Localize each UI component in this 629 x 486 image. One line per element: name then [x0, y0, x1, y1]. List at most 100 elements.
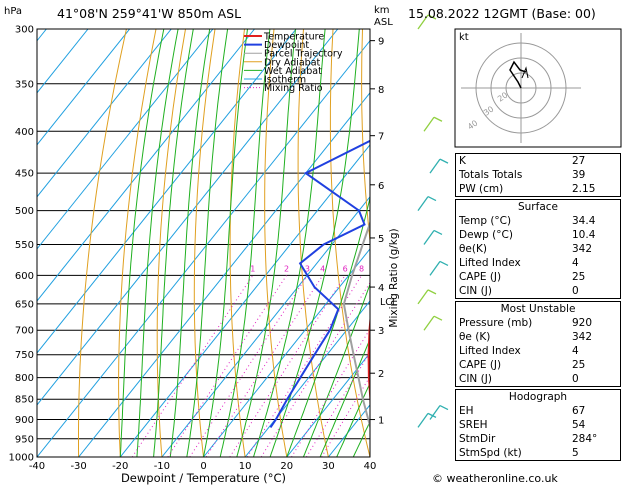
- wind-barb: [417, 289, 429, 305]
- legend-label: Dewpoint: [264, 40, 309, 51]
- wind-barb: [423, 315, 435, 331]
- wind-barb: [417, 14, 429, 30]
- km-tick-label: 4: [378, 283, 384, 294]
- wind-barb-flag: [439, 158, 449, 164]
- indices-table: K 27 Totals Totals 39 PW (cm) 2.15: [455, 153, 621, 197]
- wind-barb-flag: [427, 412, 437, 418]
- km-tick-label: 9: [378, 37, 384, 48]
- wet-adiabat-line: [186, 29, 229, 457]
- wind-barb: [423, 116, 435, 132]
- hodograph-title: Hodograph: [508, 391, 568, 403]
- wind-barb: [429, 261, 441, 276]
- temperature-tick-label: 40: [364, 461, 377, 472]
- mu-row: CAPE (J) 25: [459, 359, 586, 371]
- legend-label: Temperature: [263, 32, 324, 43]
- dry-adiabat-line: [193, 29, 216, 457]
- km-tick-label: 3: [378, 326, 384, 337]
- dry-adiabat-line: [392, 29, 453, 457]
- hodo-row: EH 67: [459, 405, 586, 417]
- pressure-tick-label: 300: [15, 25, 34, 36]
- pressure-tick-label: 500: [15, 206, 34, 217]
- temperature-tick-label: 0: [200, 461, 206, 472]
- y-axis-label: hPa: [4, 6, 22, 17]
- dry-adiabat-line: [361, 29, 370, 246]
- surface-row: Dewp (°C) 10.4: [459, 229, 596, 241]
- lcl-label: LCL: [380, 297, 398, 308]
- mixing-ratio-label: 20: [412, 264, 422, 273]
- hodograph-unit-label: kt: [459, 32, 469, 43]
- mixing-ratio-label: 8: [359, 264, 364, 273]
- km-tick-label: 8: [378, 85, 384, 96]
- isotherm-line: [37, 29, 131, 146]
- isotherm-line: [244, 300, 370, 457]
- wet-adiabat-line: [136, 29, 179, 457]
- hodo-row: StmSpd (kt) 5: [459, 447, 579, 459]
- isotherm-line: [286, 352, 370, 457]
- mixing-ratio-label: 1: [250, 264, 255, 273]
- dry-adiabat-line: [118, 29, 157, 457]
- hodograph-trace: [509, 60, 527, 89]
- hodo-row: StmDir 284°: [459, 433, 598, 445]
- mu-row: CIN (J) 0: [459, 373, 579, 385]
- datetime-header: 15.08.2022 12GMT (Base: 00): [408, 6, 596, 21]
- mixing-ratio-label: 6: [343, 264, 348, 273]
- dry-adiabat-line: [78, 29, 127, 457]
- mixing-ratio-line: [321, 375, 370, 457]
- legend-label: Dry Adiabat: [264, 57, 321, 68]
- pressure-tick-label: 650: [15, 299, 34, 310]
- wet-adiabat-line: [169, 29, 211, 457]
- mixing-ratio-label: 3: [305, 264, 310, 273]
- pressure-tick-label: 750: [15, 350, 34, 361]
- mixing-ratio-line: [246, 275, 363, 457]
- wind-barb: [417, 196, 429, 211]
- index-row: K 27: [459, 155, 586, 167]
- wind-barb: [429, 405, 441, 420]
- km-axis-label: ASL: [374, 17, 393, 28]
- wet-adiabat-line: [119, 29, 165, 457]
- index-row: Totals Totals 39: [459, 169, 586, 181]
- km-tick-label: 2: [378, 369, 384, 380]
- wet-adiabat-line: [302, 282, 370, 457]
- legend-label: Isotherm: [264, 75, 306, 86]
- pressure-tick-label: 600: [15, 271, 34, 282]
- x-axis-label: Dewpoint / Temperature (°C): [121, 471, 286, 485]
- temperature-tick-label: -30: [70, 461, 86, 472]
- isotherm-line: [37, 29, 172, 198]
- wind-barb-flag: [439, 260, 449, 266]
- wind-barb-flag: [427, 196, 437, 202]
- wind-barbs: [417, 14, 449, 428]
- wet-adiabat-line: [253, 29, 326, 457]
- wet-adiabat-line: [336, 381, 370, 457]
- isotherm-line: [37, 29, 339, 406]
- wet-adiabat-line: [286, 196, 370, 457]
- wind-barb-flag: [433, 229, 443, 236]
- mixing-ratio-label: 4: [320, 264, 325, 273]
- hodograph-table: Hodograph EH 67 SREH 54 StmDir 284° StmSpd …: [455, 389, 621, 461]
- km-tick-label: 6: [378, 181, 384, 192]
- pressure-tick-label: 400: [15, 127, 34, 138]
- wet-adiabat-line: [219, 29, 271, 457]
- location-header: 41°08'N 259°41'W 850m ASL: [57, 6, 242, 21]
- mixing-ratio-label: 2: [284, 264, 289, 273]
- surface-title: Surface: [517, 201, 558, 213]
- wet-adiabat-line: [236, 29, 296, 457]
- pressure-tick-label: 800: [15, 373, 34, 384]
- km-tick-label: 7: [378, 132, 384, 143]
- wet-adiabat-line: [203, 29, 248, 457]
- wet-adiabat-line: [319, 337, 370, 457]
- km-tick-label: 5: [378, 234, 384, 245]
- surface-row: CIN (J) 0: [459, 285, 579, 297]
- temperature-tick-label: 30: [322, 461, 335, 472]
- dry-adiabat-line: [229, 29, 246, 457]
- pressure-tick-label: 550: [15, 240, 34, 251]
- surface-table: Surface Temp (°C) 34.4 Dewp (°C) 10.4 θe(K…: [455, 199, 621, 299]
- wind-barb-flag: [433, 315, 443, 321]
- dry-adiabat-line: [329, 29, 370, 457]
- isotherm-line: [78, 91, 370, 457]
- pressure-tick-label: 1000: [9, 453, 34, 464]
- wet-adiabat-line: [153, 29, 194, 457]
- mixing-ratio-line: [305, 351, 370, 457]
- pressure-tick-label: 350: [15, 79, 34, 90]
